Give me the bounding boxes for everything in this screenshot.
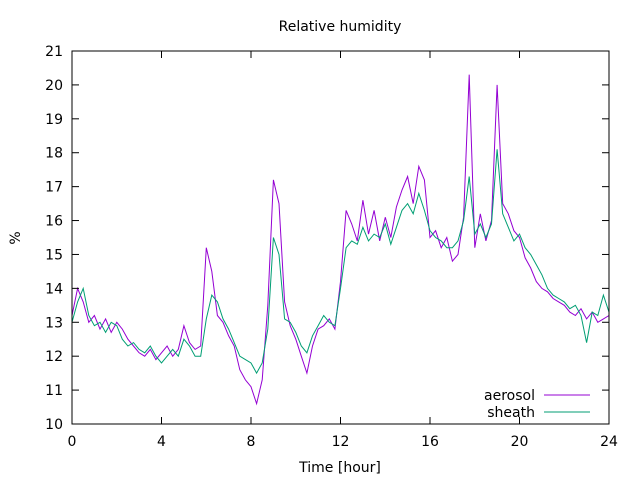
y-tick-label: 11 <box>45 383 63 399</box>
x-tick-label: 12 <box>332 434 350 450</box>
series-line-aerosol <box>71 74 610 406</box>
x-tick-label: 4 <box>157 434 166 450</box>
legend-label-aerosol: aerosol <box>484 388 535 404</box>
legend-label-sheath: sheath <box>487 405 535 421</box>
ticks-layer: 0 4 8 12 16 20 24 10 11 12 13 14 15 16 17 18 19 20 21 <box>45 44 618 450</box>
y-tick-label: 15 <box>45 247 63 263</box>
y-axis-label: % <box>8 231 24 244</box>
series-line-sheath <box>71 149 610 375</box>
y-tick-label: 16 <box>45 214 63 230</box>
y-tick-label: 14 <box>45 281 63 297</box>
chart-title: Relative humidity <box>279 19 402 35</box>
x-tick-label: 16 <box>421 434 439 450</box>
series-layer <box>71 74 610 406</box>
y-tick-label: 12 <box>45 349 63 365</box>
x-tick-label: 0 <box>68 434 77 450</box>
x-tick-label: 8 <box>247 434 256 450</box>
plot-frame <box>71 50 610 425</box>
y-tick-label: 21 <box>45 44 63 60</box>
x-tick-label: 24 <box>600 434 618 450</box>
x-axis-label: Time [hour] <box>298 460 381 476</box>
y-tick-label: 13 <box>45 315 63 331</box>
y-tick-label: 20 <box>45 78 63 94</box>
x-tick-label: 20 <box>511 434 529 450</box>
y-tick-label: 17 <box>45 180 63 196</box>
y-tick-label: 10 <box>45 417 63 433</box>
y-tick-label: 18 <box>45 146 63 162</box>
y-tick-label: 19 <box>45 112 63 128</box>
